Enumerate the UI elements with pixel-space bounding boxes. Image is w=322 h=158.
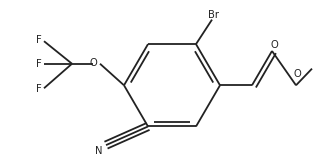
Text: O: O (293, 69, 301, 79)
Text: F: F (36, 84, 42, 94)
Text: F: F (36, 59, 42, 69)
Text: Br: Br (209, 10, 220, 20)
Text: O: O (89, 58, 97, 68)
Text: O: O (270, 40, 278, 50)
Text: N: N (96, 146, 103, 156)
Text: F: F (36, 35, 42, 45)
